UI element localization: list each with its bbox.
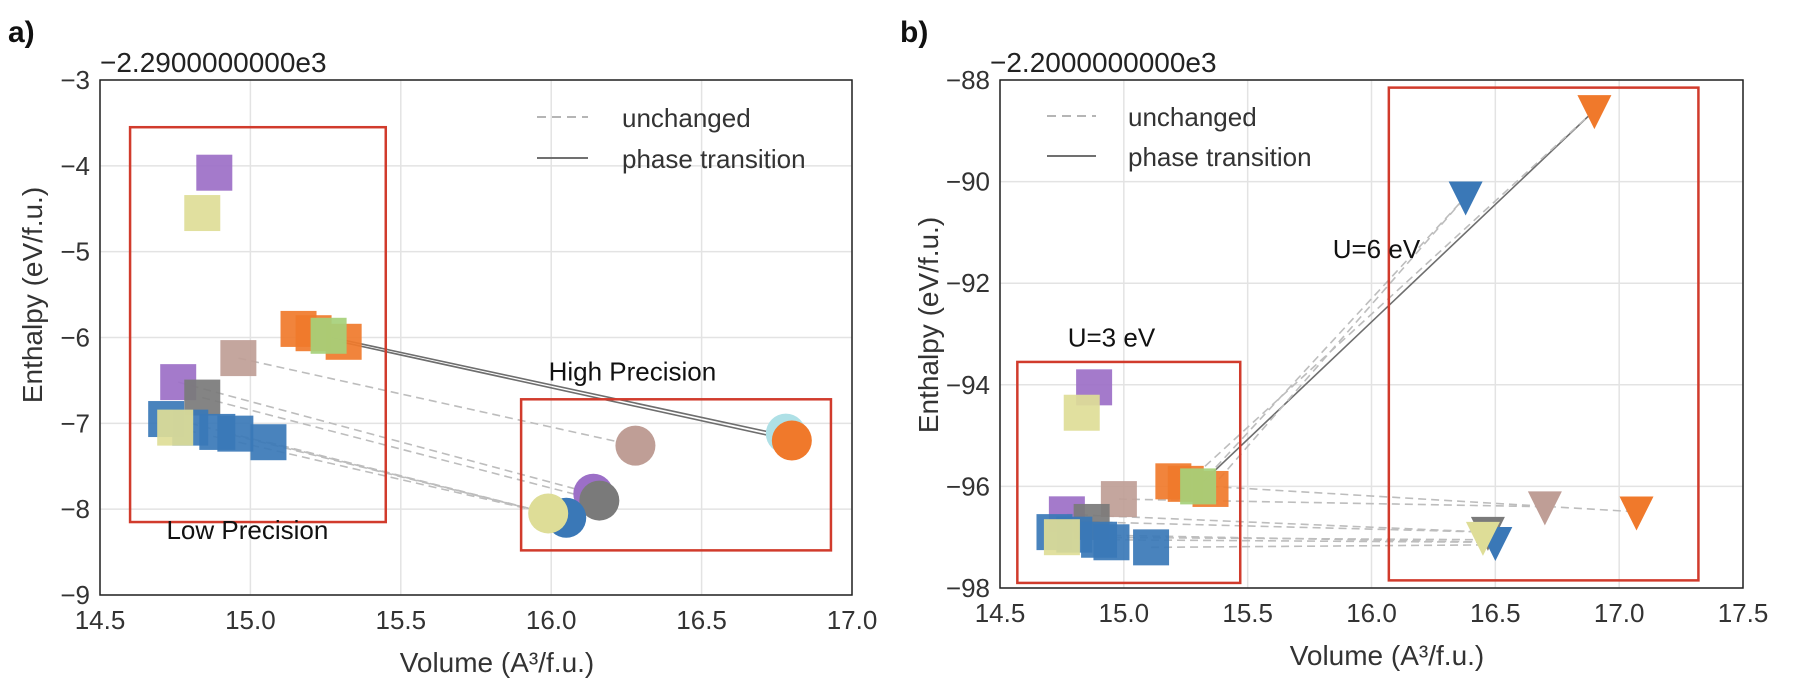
panel-b-letter: b) — [900, 16, 928, 49]
panel-b-ylabel: Enthalpy (eV/f.u.) — [913, 217, 944, 433]
annotation-label: U=3 eV — [1068, 323, 1156, 353]
panel-a-legend: unchanged phase transition — [537, 103, 806, 174]
x-tick-label: 16.0 — [526, 605, 577, 635]
unchanged-line — [1061, 536, 1483, 541]
data-point-square — [157, 409, 194, 446]
y-tick-label: −8 — [60, 494, 90, 524]
panel-b: b) −2.2000000000e3 Enthalpy (eV/f.u.) Vo… — [900, 16, 1768, 671]
legend-phase-transition-label: phase transition — [1128, 142, 1312, 172]
y-tick-label: −92 — [946, 268, 990, 298]
y-tick-label: −94 — [946, 370, 990, 400]
legend-unchanged-label: unchanged — [622, 103, 751, 133]
x-tick-label: 15.5 — [375, 605, 426, 635]
panel-a: a) −2.2900000000e3 Enthalpy (eV/f.u.) Vo… — [8, 16, 877, 678]
panel-b-annotation-boxes — [1016, 86, 1700, 585]
unchanged-line — [1151, 544, 1496, 549]
y-tick-label: −3 — [60, 65, 90, 95]
y-tick-label: −90 — [946, 167, 990, 197]
panel-b-ticks: 14.5 15.0 15.5 16.0 16.5 17.0 17.5 −98 −96 −94 −92… — [946, 65, 1768, 628]
unchanged-line — [202, 396, 600, 502]
data-point-circle — [615, 425, 656, 466]
data-point-square — [217, 415, 254, 452]
y-tick-label: −88 — [946, 65, 990, 95]
data-point-square — [1133, 529, 1170, 566]
unchanged-line — [1197, 196, 1467, 487]
data-point-triangle — [1577, 95, 1612, 130]
x-tick-label: 16.5 — [1470, 598, 1521, 628]
unchanged-line — [1066, 513, 1488, 533]
data-point-square — [1180, 468, 1217, 505]
data-point-triangle — [1619, 496, 1654, 531]
y-tick-label: −6 — [60, 323, 90, 353]
panel-a-points — [148, 154, 812, 538]
x-tick-label: 16.5 — [676, 605, 727, 635]
panel-b-points — [1036, 95, 1654, 566]
panel-a-ticks: 14.5 15.0 15.5 16.0 16.5 17.0 −9 −8 −7 −6 −5 −4 −3 — [60, 65, 877, 635]
panel-a-letter: a) — [8, 16, 35, 49]
y-tick-label: −4 — [60, 151, 90, 181]
data-point-square — [1043, 519, 1080, 556]
data-point-circle — [579, 480, 620, 521]
panel-a-annotations: High Precision Low Precision — [166, 356, 716, 545]
unchanged-line — [175, 426, 549, 515]
phase-transition-line — [340, 341, 793, 442]
y-tick-label: −5 — [60, 237, 90, 267]
annotation-label: Low Precision — [166, 515, 328, 545]
data-point-circle — [528, 493, 569, 534]
y-tick-label: −96 — [946, 471, 990, 501]
annotation-box — [1016, 360, 1242, 585]
x-tick-label: 17.0 — [827, 605, 878, 635]
plot-frame — [99, 79, 853, 596]
panel-a-ylabel: Enthalpy (eV/f.u.) — [17, 187, 48, 403]
unchanged-line — [238, 357, 636, 447]
panel-b-annotations: U=6 eV U=3 eV — [1068, 234, 1421, 353]
x-tick-label: 14.5 — [975, 598, 1026, 628]
panel-a-offset-text: −2.2900000000e3 — [100, 47, 327, 78]
annotation-box — [519, 398, 833, 552]
annotation-label: High Precision — [549, 356, 717, 386]
panel-b-xlabel: Volume (A³/f.u.) — [1290, 640, 1485, 671]
data-point-square — [184, 195, 221, 232]
y-tick-label: −98 — [946, 573, 990, 603]
annotation-label: U=6 eV — [1333, 234, 1421, 264]
x-tick-label: 17.5 — [1718, 598, 1769, 628]
data-point-triangle — [1448, 181, 1483, 216]
x-tick-label: 14.5 — [75, 605, 126, 635]
panel-b-legend: unchanged phase transition — [1047, 102, 1312, 172]
data-point-square — [220, 340, 257, 377]
data-point-square — [250, 424, 287, 461]
y-tick-label: −9 — [60, 580, 90, 610]
legend-phase-transition-label: phase transition — [622, 144, 806, 174]
legend-unchanged-label: unchanged — [1128, 102, 1257, 132]
data-point-square — [1093, 524, 1130, 561]
data-point-square — [184, 379, 221, 416]
panel-b-offset-text: −2.2000000000e3 — [990, 47, 1217, 78]
phase-transition-line — [331, 336, 790, 437]
data-point-square — [1063, 394, 1100, 431]
x-tick-label: 15.0 — [225, 605, 276, 635]
data-point-triangle — [1527, 491, 1562, 526]
data-point-square — [310, 317, 347, 354]
x-tick-label: 16.0 — [1346, 598, 1397, 628]
data-point-circle — [771, 420, 812, 461]
unchanged-line — [1210, 485, 1637, 513]
unchanged-line — [1091, 521, 1488, 533]
plot-frame — [999, 79, 1744, 589]
annotation-box — [128, 125, 388, 524]
panel-a-frame — [99, 79, 853, 596]
panel-a-annotation-boxes — [128, 125, 833, 552]
panel-b-frame — [999, 79, 1744, 589]
data-point-triangle — [1465, 521, 1500, 556]
panel-a-xlabel: Volume (A³/f.u.) — [400, 647, 595, 678]
x-tick-label: 17.0 — [1594, 598, 1645, 628]
phase-transition-line — [1197, 109, 1595, 487]
data-point-square — [196, 154, 233, 191]
x-tick-label: 15.0 — [1099, 598, 1150, 628]
x-tick-label: 15.5 — [1222, 598, 1273, 628]
y-tick-label: −7 — [60, 408, 90, 438]
annotation-box — [1387, 86, 1700, 582]
